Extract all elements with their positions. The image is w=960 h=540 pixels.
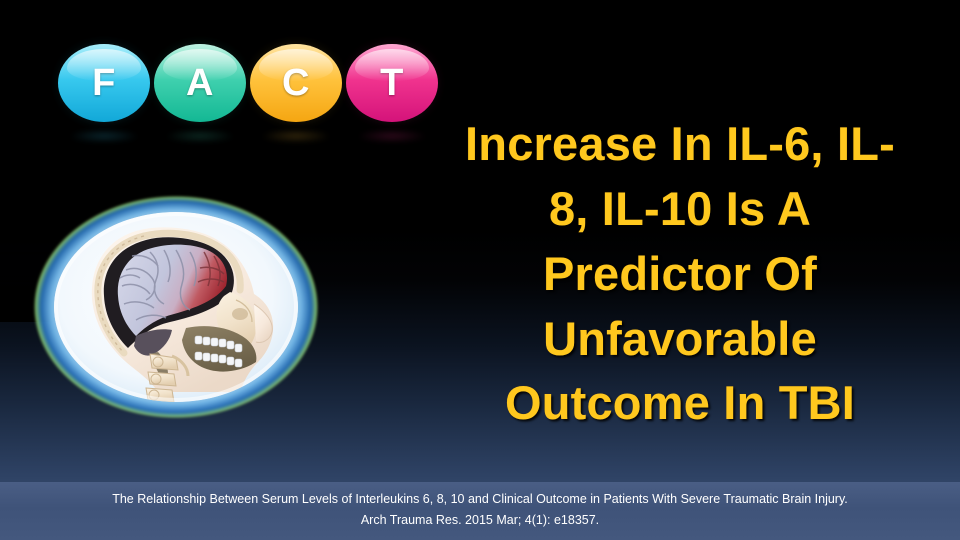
pill-letter-text: A [186, 61, 214, 104]
pill-reflection [350, 128, 434, 168]
slide-title-line-4: Unfavorable [543, 311, 817, 365]
citation-caption: The Relationship Between Serum Levels of… [0, 482, 960, 540]
pill-letter-t: T [346, 44, 438, 122]
slide-title-line-1: Increase In IL-6, IL- [465, 117, 895, 170]
fact-pill-c: C [241, 36, 351, 168]
pill-letter-a: A [154, 44, 246, 122]
pill-letter-f: F [58, 44, 150, 122]
slide-title-line-3: Predictor Of [542, 246, 817, 300]
pill-letter-c: C [250, 44, 342, 122]
citation-line-2: Arch Trauma Res. 2015 Mar; 4(1): e18357. [360, 512, 600, 527]
pill-letter-text: T [380, 61, 404, 104]
fact-pill-t: T [337, 36, 447, 168]
slide-title: Increase In IL-6, IL- 8, IL-10 Is A Predic… [404, 112, 956, 436]
fact-pill-f: F [49, 36, 159, 168]
fact-pill-a: A [145, 36, 255, 168]
slide-title-line-5: Outcome In TBI [504, 376, 856, 430]
citation-line-1: The Relationship Between Serum Levels of… [112, 492, 848, 506]
brain-anatomy-icon [54, 212, 298, 402]
slide-title-line-2: 8, IL-10 Is A [548, 181, 812, 235]
pill-letter-text: F [92, 61, 116, 104]
pill-letter-text: C [282, 61, 310, 104]
pill-reflection [158, 128, 242, 168]
oval-image-frame [54, 212, 298, 402]
head-profile-brain-illustration [34, 196, 318, 418]
pill-reflection [254, 128, 338, 168]
pill-reflection [62, 128, 146, 168]
